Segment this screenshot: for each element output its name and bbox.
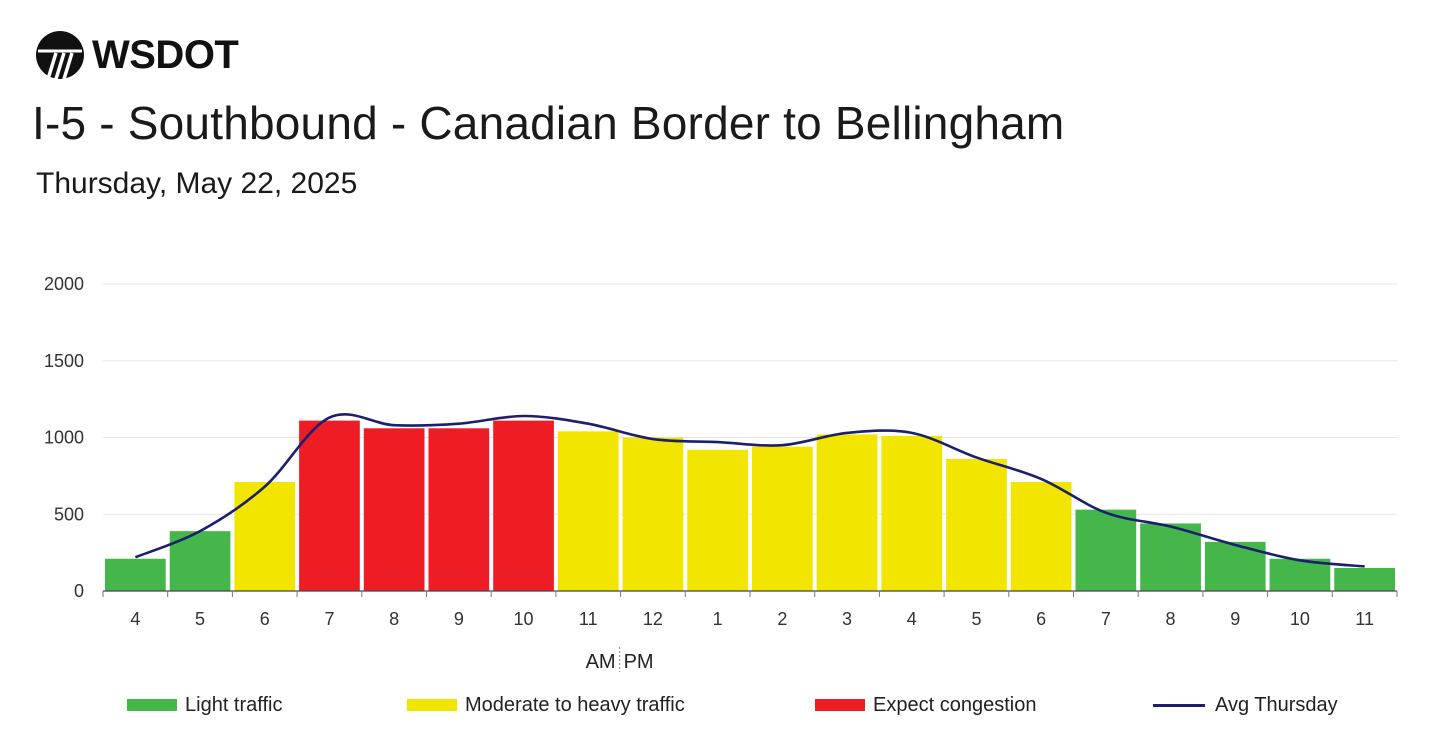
bar-moderate [1010, 482, 1072, 591]
bar-light [105, 558, 166, 591]
logo-wordmark: WSDOT [92, 33, 239, 77]
chart-title: I-5 - Southbound - Canadian Border to Be… [32, 97, 1065, 149]
x-tick-label: 8 [389, 609, 399, 629]
x-tick-label: 7 [324, 609, 334, 629]
x-tick-label: 3 [842, 609, 852, 629]
am-label: AM [586, 651, 616, 673]
legend-item-moderate: Moderate to heavy traffic [407, 690, 685, 720]
x-tick-label: 6 [1036, 609, 1046, 629]
bar-moderate [816, 434, 878, 591]
x-tick-label: 6 [260, 609, 270, 629]
legend-label-avg: Avg Thursday [1215, 693, 1338, 716]
bar-light [1075, 509, 1137, 591]
wsdot-emblem-icon [36, 31, 84, 80]
y-axis-ticks: 0 500 1000 1500 2000 [44, 274, 84, 601]
bar-congestion [428, 428, 490, 591]
bar-moderate [234, 482, 296, 591]
x-tick-label: 10 [1290, 609, 1310, 629]
x-axis [102, 590, 1398, 597]
x-tick-label: 2 [777, 609, 787, 629]
bar-light [1334, 567, 1395, 591]
x-tick-label: 5 [195, 609, 205, 629]
legend-item-avg: Avg Thursday [1153, 690, 1338, 720]
wsdot-logo: WSDOT [34, 28, 239, 82]
legend-swatch-moderate [407, 699, 457, 711]
bar-congestion [363, 428, 425, 591]
bar-congestion [299, 420, 360, 591]
legend: Light traffic Moderate to heavy traffic … [0, 690, 1440, 720]
x-tick-label: 11 [1355, 609, 1374, 629]
bar-light [1140, 523, 1201, 591]
x-tick-label: 4 [130, 609, 140, 629]
avg-line-layer [134, 412, 1365, 568]
x-tick-label: 9 [1230, 609, 1240, 629]
legend-swatch-congestion [815, 699, 865, 711]
bars [105, 420, 1395, 591]
x-tick-label: 4 [907, 609, 917, 629]
y-tick-label: 500 [54, 504, 84, 524]
x-tick-label: 11 [579, 609, 598, 629]
am-pm-note: AM PM [586, 647, 654, 673]
bar-moderate [557, 431, 619, 591]
x-axis-ticks: 4 5 6 7 8 9 10 11 12 1 2 3 4 5 6 7 8 9 10 11 [130, 609, 1374, 629]
x-tick-label: 10 [514, 609, 534, 629]
x-tick-label: 7 [1101, 609, 1111, 629]
pm-label: PM [624, 651, 654, 673]
grid-lines [103, 283, 1397, 515]
legend-label-congestion: Expect congestion [873, 693, 1037, 716]
avg-thursday-line [134, 412, 1365, 568]
bar-moderate [881, 435, 943, 591]
y-tick-label: 2000 [44, 274, 84, 294]
x-tick-label: 8 [1166, 609, 1176, 629]
bar-moderate [946, 458, 1007, 591]
x-tick-label: 9 [454, 609, 464, 629]
y-tick-label: 1000 [44, 428, 84, 448]
bar-moderate [687, 449, 748, 591]
x-tick-label: 12 [643, 609, 663, 629]
x-tick-label: 1 [713, 609, 723, 629]
legend-label-moderate: Moderate to heavy traffic [465, 693, 685, 716]
chart-subtitle: Thursday, May 22, 2025 [36, 167, 358, 200]
legend-item-congestion: Expect congestion [815, 690, 1036, 720]
y-tick-label: 0 [74, 581, 84, 601]
bar-moderate [622, 437, 684, 591]
bar-congestion [493, 420, 554, 591]
bar-moderate [752, 446, 813, 591]
y-tick-label: 1500 [44, 351, 84, 371]
x-tick-label: 5 [971, 609, 981, 629]
legend-label-light: Light traffic [185, 693, 283, 716]
legend-swatch-avg-line [1153, 703, 1205, 707]
legend-swatch-light [127, 699, 177, 711]
legend-item-light: Light traffic [127, 690, 282, 720]
